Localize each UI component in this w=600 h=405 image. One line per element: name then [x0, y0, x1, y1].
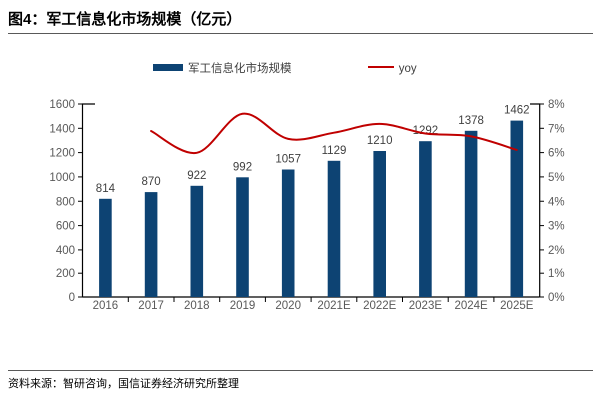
- svg-text:1200: 1200: [49, 148, 75, 160]
- svg-text:2018: 2018: [184, 300, 210, 312]
- svg-text:2021E: 2021E: [317, 300, 351, 312]
- svg-text:1378: 1378: [458, 115, 484, 127]
- svg-text:2024E: 2024E: [454, 300, 488, 312]
- svg-text:1129: 1129: [322, 145, 347, 157]
- svg-text:800: 800: [56, 196, 75, 208]
- svg-text:200: 200: [56, 268, 75, 280]
- svg-text:0: 0: [69, 292, 75, 304]
- svg-text:4%: 4%: [548, 196, 565, 208]
- svg-text:400: 400: [56, 245, 75, 257]
- svg-text:8%: 8%: [548, 99, 565, 111]
- svg-text:1%: 1%: [548, 268, 565, 280]
- svg-text:1000: 1000: [49, 172, 75, 184]
- svg-text:1210: 1210: [367, 135, 393, 147]
- svg-text:1057: 1057: [275, 154, 301, 166]
- svg-text:2017: 2017: [138, 300, 164, 312]
- svg-text:1462: 1462: [504, 105, 530, 117]
- svg-text:2022E: 2022E: [363, 300, 397, 312]
- svg-text:2025E: 2025E: [500, 300, 534, 312]
- svg-text:600: 600: [56, 221, 75, 233]
- svg-text:7%: 7%: [548, 123, 565, 135]
- svg-text:2023E: 2023E: [409, 300, 443, 312]
- svg-text:1400: 1400: [49, 123, 75, 135]
- svg-text:6%: 6%: [548, 148, 565, 160]
- svg-text:814: 814: [96, 183, 116, 195]
- svg-text:992: 992: [233, 161, 252, 173]
- svg-text:5%: 5%: [548, 172, 565, 184]
- svg-text:2%: 2%: [548, 245, 565, 257]
- svg-text:0%: 0%: [548, 292, 565, 304]
- svg-text:870: 870: [142, 176, 161, 188]
- svg-text:3%: 3%: [548, 221, 565, 233]
- svg-text:2019: 2019: [230, 300, 256, 312]
- svg-text:2016: 2016: [93, 300, 119, 312]
- svg-text:1600: 1600: [49, 99, 75, 111]
- svg-text:2020: 2020: [275, 300, 301, 312]
- svg-text:922: 922: [187, 170, 206, 182]
